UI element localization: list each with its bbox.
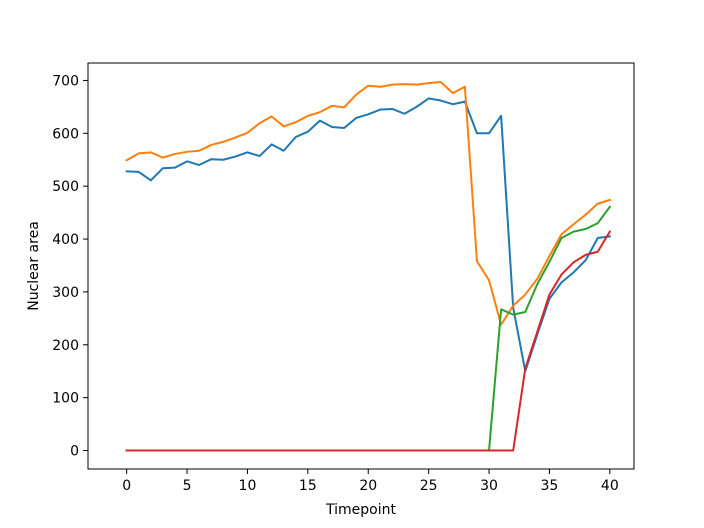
x-tick-label: 5 [183,478,192,494]
x-tick-label: 10 [239,478,257,494]
x-tick-label: 15 [299,478,317,494]
x-axis-label: Timepoint [325,502,396,518]
x-tick-label: 0 [122,478,131,494]
x-tick-label: 35 [541,478,559,494]
x-axis: 0 5 10 15 20 25 30 35 40 [122,469,619,494]
series-line-2 [125,81,612,326]
x-tick-label: 40 [601,478,619,494]
y-axis: 0 100 200 300 400 500 600 700 [52,73,88,459]
y-tick-label: 200 [52,338,79,354]
y-tick-label: 700 [52,73,79,89]
plot-frame [87,62,635,470]
x-tick-label: 25 [420,478,438,494]
y-tick-label: 300 [52,285,79,301]
series-layer [125,81,612,452]
x-tick-label: 30 [480,478,498,494]
y-tick-label: 0 [70,443,79,459]
x-tick-label: 20 [359,478,377,494]
y-tick-label: 100 [52,391,79,407]
y-axis-label: Nuclear area [26,221,42,311]
y-tick-label: 500 [52,179,79,195]
series-line-4 [125,230,612,452]
y-tick-label: 400 [52,232,79,248]
y-tick-label: 600 [52,126,79,142]
